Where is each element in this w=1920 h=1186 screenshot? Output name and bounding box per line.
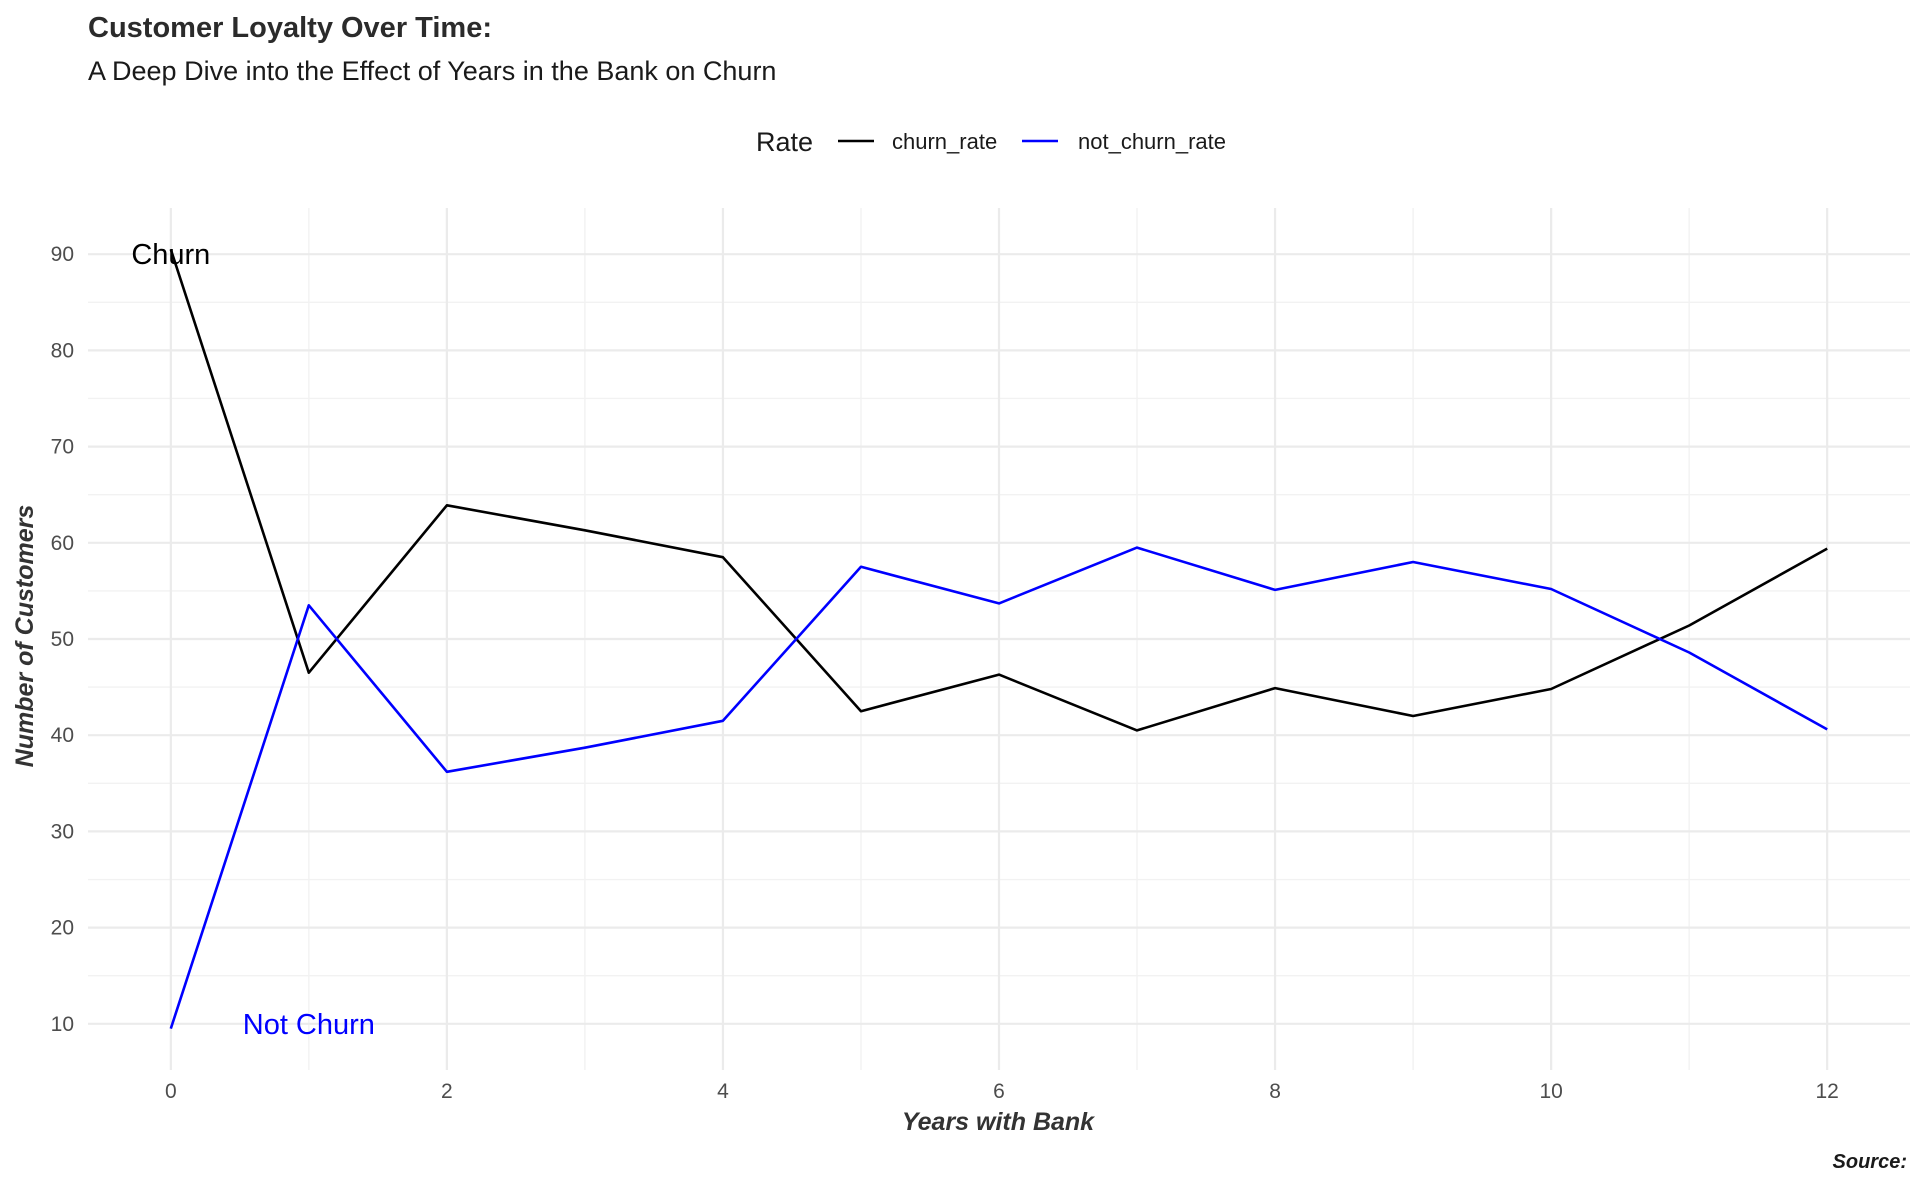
x-tick-label: 6 xyxy=(993,1080,1005,1103)
y-tick-label: 20 xyxy=(51,917,74,940)
legend-label-not-churn-rate: not_churn_rate xyxy=(1078,129,1226,154)
grid xyxy=(88,208,1910,1070)
annotation-churn: Churn xyxy=(131,239,210,271)
y-tick-label: 10 xyxy=(51,1013,74,1036)
x-axis-ticks: 0 2 4 6 8 10 12 xyxy=(165,1080,1839,1103)
series-line-churn-rate xyxy=(169,248,1828,732)
legend-title: Rate xyxy=(756,127,813,157)
annotations: Churn Not Churn xyxy=(131,239,375,1041)
y-tick-label: 50 xyxy=(51,628,74,651)
y-tick-label: 80 xyxy=(51,339,74,362)
x-tick-label: 8 xyxy=(1269,1080,1281,1103)
series-line-not-churn-rate xyxy=(169,546,1828,1030)
y-axis-title: Number of Customers xyxy=(11,505,39,768)
legend-label-churn-rate: churn_rate xyxy=(892,129,997,154)
chart-caption: Source: xyxy=(1833,1151,1907,1173)
y-tick-label: 30 xyxy=(51,820,74,843)
x-axis-title: Years with Bank xyxy=(902,1108,1095,1136)
chart-title: Customer Loyalty Over Time: xyxy=(88,12,492,44)
chart-subtitle: A Deep Dive into the Effect of Years in … xyxy=(88,56,776,86)
x-tick-label: 2 xyxy=(441,1080,453,1103)
y-tick-label: 90 xyxy=(51,243,74,266)
y-tick-label: 40 xyxy=(51,724,74,747)
x-tick-label: 10 xyxy=(1539,1080,1562,1103)
y-tick-label: 70 xyxy=(51,436,74,459)
y-axis-ticks: 10 20 30 40 50 60 70 80 90 xyxy=(51,243,74,1036)
legend: Rate churn_rate not_churn_rate xyxy=(756,127,1226,157)
x-tick-label: 4 xyxy=(717,1080,729,1103)
series xyxy=(169,248,1828,1030)
annotation-not-churn: Not Churn xyxy=(243,1009,375,1041)
x-tick-label: 12 xyxy=(1816,1080,1839,1103)
y-tick-label: 60 xyxy=(51,532,74,555)
x-tick-label: 0 xyxy=(165,1080,177,1103)
